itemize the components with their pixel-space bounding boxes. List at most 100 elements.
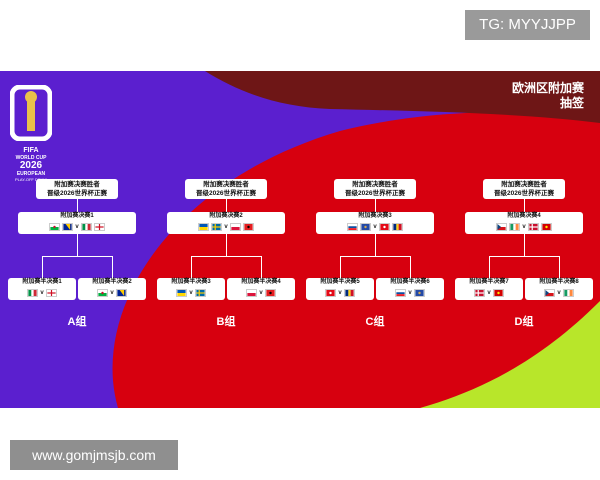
semi-match: v [376,287,444,299]
logo-year-text: 2026 [19,160,43,171]
slovakia-flag-icon [347,223,359,231]
semi-final-box[interactable]: 附加赛半决赛7 v [455,278,523,300]
vs-symbol: v [259,290,263,296]
vs-symbol: v [487,290,491,296]
bracket-line [340,256,411,257]
final-label: 附加赛决赛2 [209,213,243,219]
winner-line-2: 晋级2026世界杯正赛 [494,190,554,197]
vs-symbol: v [75,224,79,230]
turkey-flag-icon [378,223,390,231]
final-match: v [316,221,434,233]
semi-final-box[interactable]: 附加赛半决赛6 v [376,278,444,300]
winner-box: 附加赛决赛胜者 晋级2026世界杯正赛 [483,179,565,199]
vs-symbol: v [189,290,193,296]
winner-box: 附加赛决赛胜者 晋级2026世界杯正赛 [334,179,416,199]
semi-match: v [455,287,523,299]
semi-final-box[interactable]: 附加赛半决赛8 v [525,278,593,300]
final-label: 附加赛决赛4 [507,213,541,219]
semi-final-box[interactable]: 附加赛半决赛4 v [227,278,295,300]
watermark-bottom: www.gomjmsjb.com [10,440,178,470]
winner-line-1: 附加赛决赛胜者 [501,181,547,188]
sweden-flag-icon [194,289,206,297]
final-label: 附加赛决赛1 [60,213,94,219]
group-label: B组 [216,316,236,328]
winner-box: 附加赛决赛胜者 晋级2026世界杯正赛 [36,179,118,199]
bracket-line [226,234,227,256]
romania-flag-icon [343,289,355,297]
winner-line-1: 附加赛决赛胜者 [203,181,249,188]
fifa-world-cup-logo: FIFA WORLD CUP 2026 EUROPEAN PLAY-OFF DR… [9,84,53,182]
final-box[interactable]: 附加赛决赛3 v [316,212,434,234]
semi-final-box[interactable]: 附加赛半决赛3 v [157,278,225,300]
bracket-line [489,256,490,279]
bracket-line [375,199,376,213]
kosovo-flag-icon [360,223,372,231]
denmark-flag-icon [527,223,539,231]
semi-match: v [306,287,374,299]
semi-final-box[interactable]: 附加赛半决赛2 v [78,278,146,300]
vs-symbol: v [522,224,526,230]
vs-symbol: v [224,224,228,230]
bracket-line [261,256,262,279]
final-box[interactable]: 附加赛决赛1 v [18,212,136,234]
romania-flag-icon [391,223,403,231]
bracket-line [42,256,43,279]
kosovo-flag-icon [413,289,425,297]
winner-line-1: 附加赛决赛胜者 [54,181,100,188]
semi-final-box[interactable]: 附加赛半决赛5 v [306,278,374,300]
bracket-line [524,234,525,256]
bracket-line [112,256,113,279]
macedonia-flag-icon [492,289,504,297]
ukraine-flag-icon [198,223,210,231]
semi-match: v [157,287,225,299]
bosnia-flag-icon [62,223,74,231]
watermark-top: TG: MYYJJPP [465,10,590,40]
final-box[interactable]: 附加赛决赛4 v [465,212,583,234]
semi-label: 附加赛半决赛1 [22,279,62,285]
sweden-flag-icon [211,223,223,231]
final-box[interactable]: 附加赛决赛2 v [167,212,285,234]
poland-flag-icon [246,289,258,297]
final-match: v [18,221,136,233]
semi-match: v [8,287,76,299]
group-label: A组 [67,316,87,328]
bracket-line [191,256,192,279]
italy-flag-icon [80,223,92,231]
semi-match: v [78,287,146,299]
group-label: C组 [365,316,385,328]
czech-flag-icon [496,223,508,231]
winner-line-2: 晋级2026世界杯正赛 [196,190,256,197]
semi-label: 附加赛半决赛5 [320,279,360,285]
logo-world-cup-text: WORLD CUP [15,155,47,161]
semi-label: 附加赛半决赛3 [171,279,211,285]
italy-flag-icon [27,289,39,297]
semi-final-box[interactable]: 附加赛半决赛1 v [8,278,76,300]
semi-label: 附加赛半决赛7 [469,279,509,285]
bracket-line [524,199,525,213]
england-flag-icon [93,223,105,231]
wales-flag-icon [49,223,61,231]
vs-symbol: v [40,290,44,296]
albania-flag-icon [264,289,276,297]
ireland-flag-icon [562,289,574,297]
denmark-flag-icon [474,289,486,297]
final-match: v [465,221,583,233]
vs-symbol: v [110,290,114,296]
bracket-line [489,256,560,257]
bracket-line [410,256,411,279]
bracket-line [77,234,78,256]
bracket-line [42,256,113,257]
title-line-2: 抽签 [559,96,584,110]
vs-symbol: v [338,290,342,296]
vs-symbol: v [373,224,377,230]
playoff-draw-poster: FIFA WORLD CUP 2026 EUROPEAN PLAY-OFF DR… [0,71,600,408]
logo-playoff-text: PLAY-OFF DRAW [14,177,48,182]
winner-line-2: 晋级2026世界杯正赛 [47,190,107,197]
bracket-line [559,256,560,279]
poster-title: 欧洲区附加赛 抽签 [512,81,584,111]
final-match: v [167,221,285,233]
winner-line-1: 附加赛决赛胜者 [352,181,398,188]
czech-flag-icon [544,289,556,297]
wales-flag-icon [97,289,109,297]
semi-label: 附加赛半决赛8 [539,279,579,285]
